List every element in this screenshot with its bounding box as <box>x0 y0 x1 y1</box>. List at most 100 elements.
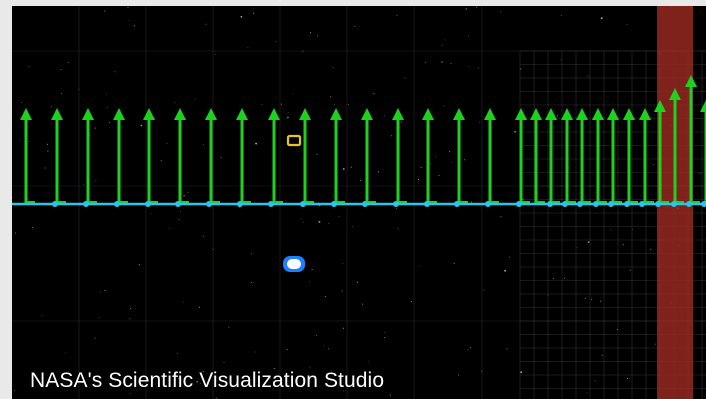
star <box>182 302 184 303</box>
star <box>98 317 100 319</box>
star <box>699 173 701 175</box>
star <box>601 354 603 356</box>
baseline-dot <box>300 201 306 207</box>
star <box>384 332 386 333</box>
star <box>469 347 471 349</box>
star <box>384 337 385 339</box>
star <box>626 24 628 25</box>
star <box>20 101 22 103</box>
star <box>168 227 170 229</box>
baseline-dot <box>516 201 522 207</box>
star <box>41 315 43 316</box>
baseline-dot <box>608 201 614 207</box>
star <box>251 282 253 284</box>
star <box>404 77 406 79</box>
star <box>449 151 451 153</box>
star <box>420 167 422 168</box>
star <box>187 191 189 193</box>
star <box>354 26 356 27</box>
star <box>332 67 334 68</box>
star <box>378 171 379 173</box>
star <box>171 205 173 207</box>
star <box>483 289 485 291</box>
star <box>362 303 363 305</box>
baseline-dot <box>331 201 337 207</box>
star <box>254 351 256 353</box>
star <box>300 218 302 220</box>
star <box>178 378 180 380</box>
star <box>240 15 243 18</box>
star <box>316 335 318 336</box>
star <box>338 216 340 217</box>
star <box>129 318 131 320</box>
baseline-dot <box>701 201 706 207</box>
star <box>177 353 179 354</box>
baseline-dot <box>52 201 58 207</box>
star <box>330 95 331 97</box>
star <box>128 20 130 22</box>
star <box>451 161 453 163</box>
star <box>418 265 420 267</box>
star <box>430 163 431 165</box>
star <box>584 297 586 299</box>
baseline-dot <box>547 201 553 207</box>
star <box>114 71 116 73</box>
star <box>129 392 131 394</box>
star <box>205 23 207 25</box>
star <box>78 88 80 90</box>
star <box>500 11 502 13</box>
star <box>212 248 214 250</box>
star <box>397 228 399 230</box>
star <box>360 180 361 181</box>
star <box>286 349 288 351</box>
star <box>287 116 289 119</box>
star <box>46 143 48 145</box>
star <box>65 351 66 353</box>
star <box>253 12 255 14</box>
star <box>556 115 558 117</box>
star <box>520 371 523 374</box>
star <box>302 221 304 223</box>
baseline-dot <box>686 201 692 207</box>
star <box>99 291 101 293</box>
star <box>139 263 141 265</box>
star <box>650 248 652 250</box>
star <box>202 371 204 373</box>
star <box>106 107 108 108</box>
blue-marker-inner <box>287 259 301 269</box>
baseline-dot <box>114 201 120 207</box>
star <box>475 6 477 8</box>
star <box>504 269 506 272</box>
star <box>520 68 522 70</box>
star <box>465 8 468 10</box>
star <box>311 269 313 270</box>
star <box>509 256 511 258</box>
star <box>104 290 106 291</box>
cyan-baseline <box>12 201 706 207</box>
star <box>384 115 386 117</box>
star <box>330 370 332 372</box>
star <box>200 383 202 384</box>
star <box>560 15 562 17</box>
star <box>196 381 199 383</box>
star <box>280 103 282 105</box>
star <box>622 244 624 246</box>
baseline-dot <box>562 201 568 207</box>
star <box>199 306 201 308</box>
star <box>481 370 483 372</box>
star <box>309 31 311 33</box>
star <box>287 112 289 113</box>
star <box>275 41 277 42</box>
star <box>594 380 596 382</box>
star <box>343 327 345 329</box>
star <box>470 201 472 203</box>
star <box>435 156 436 158</box>
star <box>28 66 30 68</box>
star <box>15 232 16 234</box>
star <box>443 105 445 107</box>
star <box>328 223 330 224</box>
star <box>378 376 379 378</box>
star <box>50 106 52 108</box>
star <box>479 121 481 123</box>
baseline-dot <box>237 201 243 207</box>
